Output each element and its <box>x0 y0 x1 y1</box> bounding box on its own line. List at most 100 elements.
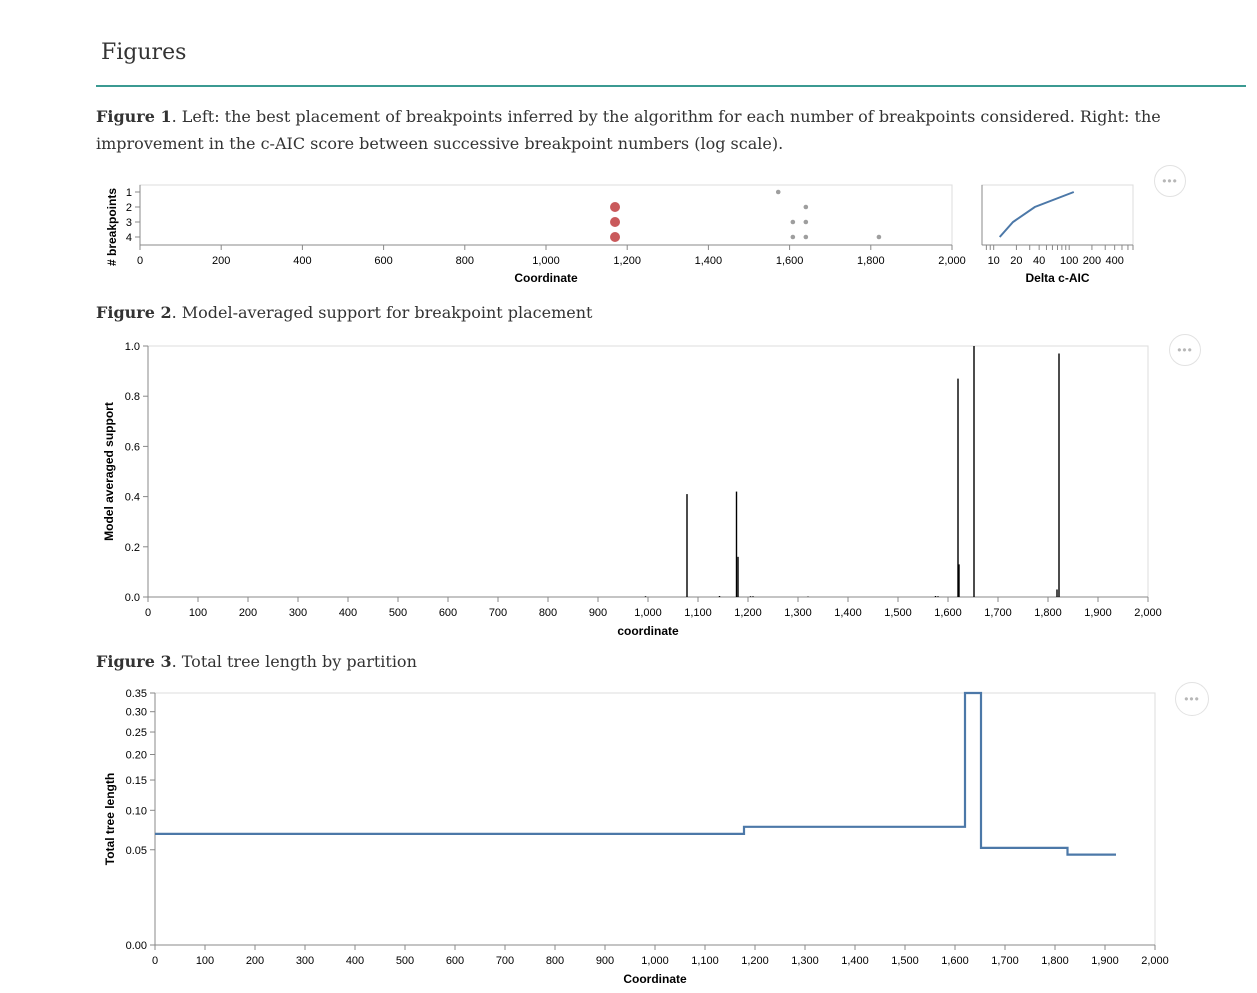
x-tick-label: 1,500 <box>891 955 919 967</box>
x-tick-label: 100 <box>1060 255 1078 267</box>
x-tick-label: 1,000 <box>532 255 560 267</box>
x-tick-label: 1,000 <box>641 955 669 967</box>
x-tick-label: 20 <box>1010 255 1022 267</box>
x-tick-label: 800 <box>546 955 564 967</box>
x-tick-label: 400 <box>346 955 364 967</box>
figure2-caption: Figure 2. Model-averaged support for bre… <box>96 299 592 326</box>
y-tick-label: 0.10 <box>126 805 147 817</box>
x-tick-label: 1,700 <box>984 607 1012 619</box>
figure2-caption-text: . Model-averaged support for breakpoint … <box>171 303 593 322</box>
y-axis-title: # breakpoints <box>105 188 119 266</box>
x-tick-label: 900 <box>596 955 614 967</box>
tree-length-chart: 0 100 200 300 400 500 600 700 800 900 1,000 1,100 1,… <box>103 688 1169 986</box>
figure3-caption: Figure 3. Total tree length by partition <box>96 648 417 675</box>
x-tick-label: 2,000 <box>1141 955 1169 967</box>
x-tick-label: 1,200 <box>734 607 762 619</box>
model-averaged-support-chart: 0 100 200 300 400 500 600 700 800 900 1,000 1,100 1,… <box>102 341 1162 638</box>
x-axis-title: Delta c-AIC <box>1025 271 1089 285</box>
scatter-point <box>790 219 796 225</box>
x-tick-label: 0 <box>145 607 151 619</box>
x-tick-label: 1,800 <box>1041 955 1069 967</box>
y-tick-label: 0.0 <box>125 592 140 604</box>
x-tick-label: 800 <box>539 607 557 619</box>
x-tick-label: 100 <box>189 607 207 619</box>
figure1-actions-button[interactable]: ••• <box>1154 165 1186 197</box>
figure3-caption-text: . Total tree length by partition <box>171 652 417 671</box>
plot-frame <box>154 692 1156 946</box>
y-tick-label: 0.4 <box>125 492 140 504</box>
x-tick-label: 1,700 <box>991 955 1019 967</box>
x-tick-label: 2,000 <box>1134 607 1162 619</box>
x-tick-label: 500 <box>396 955 414 967</box>
x-tick-label: 1,600 <box>941 955 969 967</box>
x-tick-label: 0 <box>152 955 158 967</box>
y-axis-title: Model averaged support <box>102 402 116 541</box>
y-tick-label: 1 <box>126 187 132 199</box>
figure1-label: Figure 1 <box>96 107 172 126</box>
x-tick-label: 1,600 <box>934 607 962 619</box>
x-tick-label: 1,300 <box>784 607 812 619</box>
tree-length-line <box>155 691 1116 856</box>
x-tick-label: 200 <box>212 255 230 267</box>
delta-caic-line <box>998 191 1075 238</box>
x-tick-label: 40 <box>1033 255 1045 267</box>
x-tick-label: 0 <box>137 255 143 267</box>
figure2-actions-button[interactable]: ••• <box>1169 334 1201 366</box>
plot-frame <box>981 184 1134 246</box>
y-tick-label: 0.25 <box>126 727 147 739</box>
x-tick-label: 300 <box>296 955 314 967</box>
y-tick-label: 0.2 <box>125 542 140 554</box>
figure3-label: Figure 3 <box>96 652 172 671</box>
figure1-caption-text: . Left: the best placement of breakpoint… <box>96 107 1161 153</box>
y-tick-label: 4 <box>126 232 132 244</box>
y-tick-label: 0.15 <box>126 775 147 787</box>
x-axis-title: Coordinate <box>623 972 687 986</box>
x-tick-label: 400 <box>1105 255 1123 267</box>
scatter-point <box>803 204 809 210</box>
x-tick-label: 1,000 <box>634 607 662 619</box>
y-tick-label: 0.30 <box>126 707 147 719</box>
scatter-point <box>790 234 796 240</box>
x-tick-label: 1,900 <box>1084 607 1112 619</box>
plot-frame <box>147 345 1149 598</box>
plot-frame <box>139 184 953 246</box>
x-tick-label: 900 <box>589 607 607 619</box>
y-tick-label: 0.00 <box>126 940 147 952</box>
x-tick-label: 1,200 <box>613 255 641 267</box>
y-tick-label: 0.20 <box>126 750 147 762</box>
scatter-point <box>610 202 621 212</box>
x-tick-label: 1,400 <box>841 955 869 967</box>
figure2-label: Figure 2 <box>96 303 172 322</box>
figure1-caption: Figure 1. Left: the best placement of br… <box>96 103 1236 157</box>
scatter-point <box>610 232 621 242</box>
x-tick-label: 300 <box>289 607 307 619</box>
scatter-point <box>610 217 621 227</box>
x-tick-label: 1,100 <box>691 955 719 967</box>
x-tick-label: 1,100 <box>684 607 712 619</box>
x-tick-label: 200 <box>239 607 257 619</box>
x-axis-title: coordinate <box>617 624 679 638</box>
delta-caic-chart: 10 20 40 100 200 400 Delta c-AIC <box>981 184 1134 285</box>
x-axis-title: Coordinate <box>514 271 578 285</box>
y-tick-label: 0.8 <box>125 391 140 403</box>
scatter-point <box>775 189 781 195</box>
x-tick-label: 1,400 <box>834 607 862 619</box>
x-tick-label: 200 <box>246 955 264 967</box>
x-tick-label: 100 <box>196 955 214 967</box>
y-tick-label: 2 <box>126 202 132 214</box>
x-tick-label: 400 <box>293 255 311 267</box>
y-tick-label: 0.05 <box>126 845 147 857</box>
section-divider <box>96 85 1246 87</box>
x-tick-label: 1,900 <box>1091 955 1119 967</box>
x-tick-label: 600 <box>439 607 457 619</box>
figure3-actions-button[interactable]: ••• <box>1175 682 1209 716</box>
scatter-point <box>803 234 809 240</box>
x-tick-label: 1,500 <box>884 607 912 619</box>
x-tick-label: 600 <box>446 955 464 967</box>
breakpoint-placement-chart: 0 200 400 600 800 1,000 1,200 1,400 1,600 1,800 2,… <box>105 184 966 285</box>
scatter-point <box>803 219 809 225</box>
x-tick-label: 1,800 <box>857 255 885 267</box>
y-tick-label: 3 <box>126 217 132 229</box>
section-heading: Figures <box>101 40 187 65</box>
